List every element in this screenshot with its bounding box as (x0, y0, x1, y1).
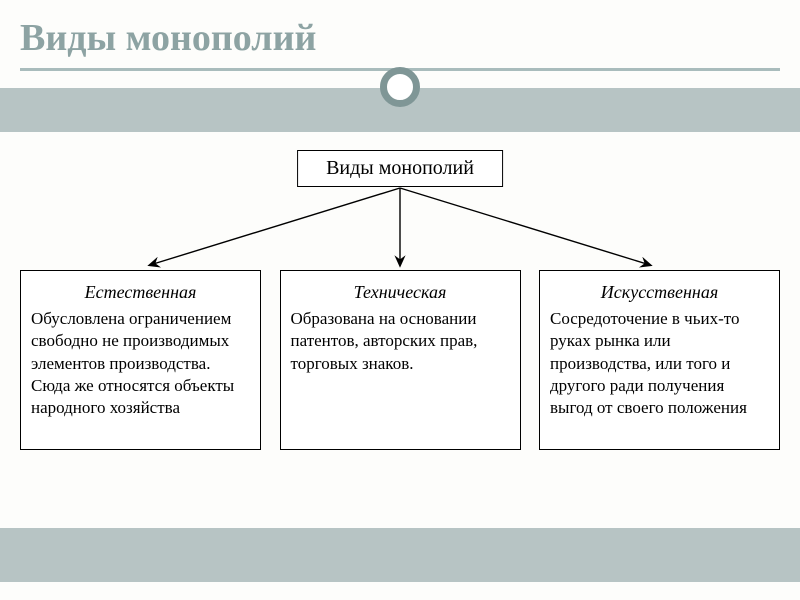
page-title: Виды монополий (20, 16, 780, 60)
child-title: Естественная (31, 281, 250, 304)
child-desc: Образована на основании патентов, авторс… (291, 308, 510, 374)
child-node-artificial: Искусственная Сосредоточение в чьих-то р… (539, 270, 780, 450)
tree-diagram: Виды монополий Естественная Обусловлена … (20, 120, 780, 520)
child-desc: Сосредоточение в чьих-то руках рынка или… (550, 308, 769, 418)
child-desc: Обусловлена ограничением свободно не про… (31, 308, 250, 418)
child-node-technical: Техническая Образована на основании пате… (280, 270, 521, 450)
child-title: Техническая (291, 281, 510, 304)
children-row: Естественная Обусловлена ограничением св… (20, 270, 780, 450)
circle-ornament-icon (380, 67, 420, 107)
child-title: Искусственная (550, 281, 769, 304)
root-node: Виды монополий (297, 150, 503, 187)
decorative-band-bottom (0, 528, 800, 582)
child-node-natural: Естественная Обусловлена ограничением св… (20, 270, 261, 450)
